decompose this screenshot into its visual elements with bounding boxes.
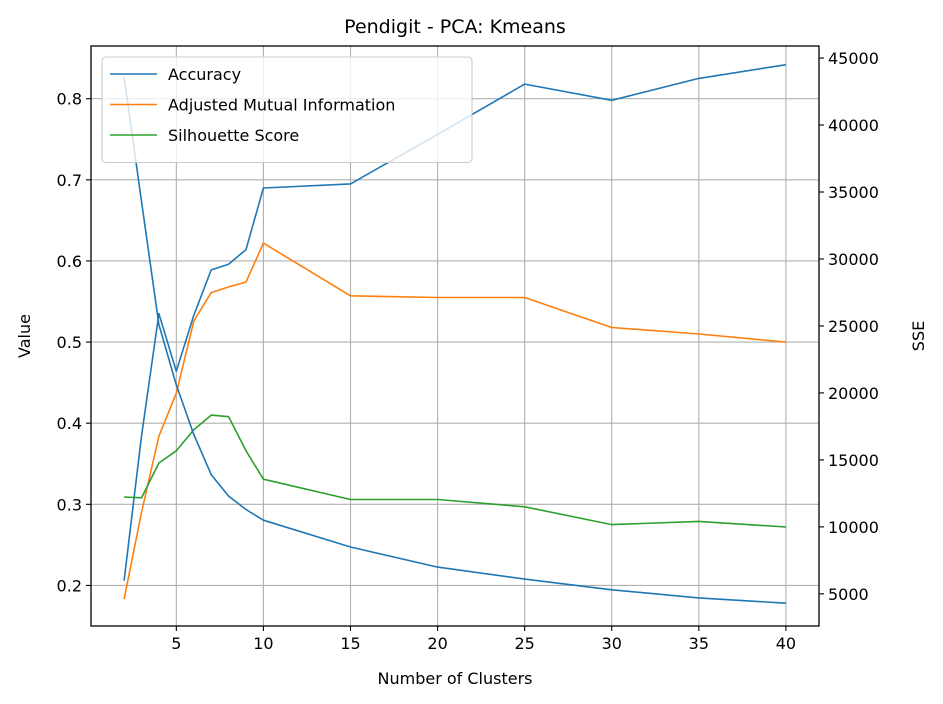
x-tick-label: 35	[689, 634, 709, 653]
y2-tick-label: 35000	[828, 183, 879, 202]
y2-tick-label: 5000	[828, 585, 869, 604]
legend-label: Adjusted Mutual Information	[168, 96, 395, 115]
y2-tick-label: 10000	[828, 518, 879, 537]
y-tick-label: 0.8	[57, 90, 82, 109]
series-group	[123, 63, 787, 604]
x-tick-label: 40	[776, 634, 796, 653]
x-tick-label: 15	[340, 634, 360, 653]
chart-title: Pendigit - PCA: Kmeans	[344, 16, 566, 38]
x-tick-label: 10	[253, 634, 273, 653]
y2-tick-label: 45000	[828, 49, 879, 68]
legend-label: Accuracy	[168, 65, 241, 84]
legend-box	[101, 56, 473, 164]
plot-frame	[90, 45, 820, 627]
y2-tick-label: 25000	[828, 317, 879, 336]
y2-tick-label: 15000	[828, 451, 879, 470]
y-tick-label: 0.5	[57, 333, 82, 352]
y2-tick-label: 30000	[828, 250, 879, 269]
series-line-sse	[123, 76, 786, 604]
y2-axis-title: SSE	[909, 321, 928, 351]
x-tick-label: 20	[427, 634, 447, 653]
legend-label: Silhouette Score	[168, 126, 299, 145]
y2-tick-label: 40000	[828, 116, 879, 135]
y-axis-title: Value	[15, 314, 34, 358]
y-tick-label: 0.2	[57, 576, 82, 595]
y-tick-label: 0.3	[57, 495, 82, 514]
y2-tick-label: 20000	[828, 384, 879, 403]
x-axis-title: Number of Clusters	[378, 669, 533, 688]
ticks-group: 5 10 15 20 25 30 35 40 0.2 0.3 0.4 0.5 0.6 0.7 0.8 5000…	[57, 49, 879, 653]
series-line-silhouette-score	[124, 414, 786, 528]
series-line-adjusted-mutual-information	[123, 242, 786, 600]
y-tick-label: 0.6	[57, 252, 82, 271]
legend: Accuracy Adjusted Mutual Information Silho…	[101, 56, 473, 164]
x-tick-label: 30	[602, 634, 622, 653]
x-tick-label: 5	[171, 634, 181, 653]
series-line-accuracy	[123, 63, 787, 581]
y-tick-label: 0.4	[57, 414, 82, 433]
y-tick-label: 0.7	[57, 171, 82, 190]
x-tick-label: 25	[514, 634, 534, 653]
